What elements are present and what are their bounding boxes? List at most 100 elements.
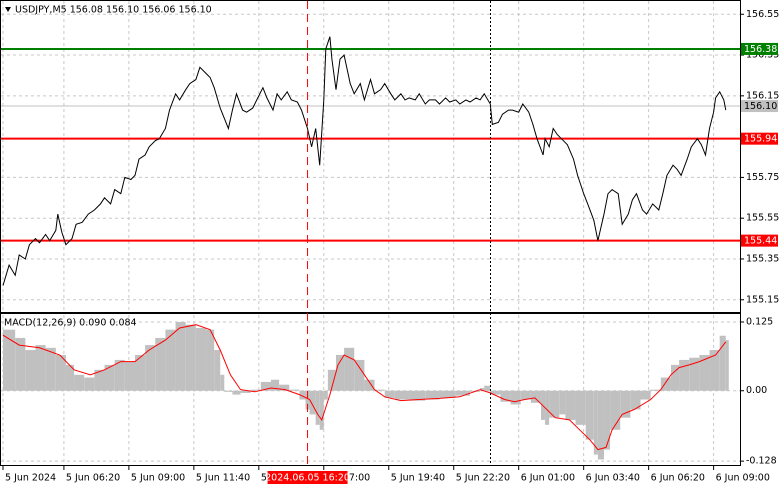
histogram-bar bbox=[299, 390, 306, 400]
histogram-bar bbox=[220, 374, 225, 391]
histogram-bar bbox=[597, 390, 604, 460]
histogram-bar bbox=[155, 337, 166, 391]
histogram-bar bbox=[484, 385, 491, 391]
y-tick-label: -0.128 bbox=[746, 456, 777, 467]
histogram-bar bbox=[640, 390, 651, 400]
histogram-bar bbox=[559, 390, 566, 415]
price-panel-frame bbox=[0, 0, 741, 313]
histogram-bar bbox=[84, 377, 95, 391]
level-label-box bbox=[741, 234, 778, 247]
histogram-bar bbox=[35, 345, 46, 391]
level-label-box bbox=[741, 42, 778, 55]
price-line bbox=[2, 36, 727, 286]
histogram-bar bbox=[593, 390, 598, 455]
histogram-bar bbox=[719, 335, 726, 391]
histogram-bar bbox=[124, 361, 135, 391]
level-label: 155.94 bbox=[744, 134, 777, 145]
indicator-title: MACD(12,26,9) 0.090 0.084 bbox=[4, 318, 137, 329]
histogram-bar bbox=[709, 350, 720, 391]
histogram-bar bbox=[670, 364, 680, 391]
x-tick-label: 6 Jun 01:00 bbox=[521, 473, 575, 484]
histogram-bar bbox=[206, 329, 215, 391]
histogram-bar bbox=[384, 390, 395, 398]
histogram-bar bbox=[309, 390, 316, 415]
cursor-label: 2024.06.05 16:20 bbox=[265, 473, 350, 484]
histogram-bar bbox=[104, 364, 115, 391]
y-tick-label: 0.00 bbox=[746, 385, 767, 396]
histogram-bar bbox=[114, 359, 125, 391]
histogram-bar bbox=[335, 354, 345, 391]
histogram-bar bbox=[289, 389, 300, 391]
histogram-bar bbox=[260, 381, 271, 391]
histogram-bar bbox=[500, 390, 511, 402]
histogram-bar bbox=[94, 369, 105, 391]
x-tick-label: 5 Jun 06:20 bbox=[66, 473, 120, 484]
histogram-bar bbox=[650, 389, 661, 391]
y-tick-label: 156.55 bbox=[746, 9, 779, 20]
histogram-bar bbox=[15, 337, 26, 391]
y-tick-label: 156.35 bbox=[746, 50, 779, 61]
histogram-bar bbox=[305, 390, 310, 410]
histogram-bar bbox=[65, 364, 75, 391]
histogram-bar bbox=[603, 390, 611, 450]
histogram-bar bbox=[224, 390, 233, 392]
x-tick-label: 6 Jun 06:20 bbox=[651, 473, 705, 484]
histogram-bar bbox=[530, 390, 542, 403]
histogram-bar bbox=[630, 390, 641, 410]
histogram-bar bbox=[679, 359, 690, 391]
histogram-bar bbox=[55, 354, 66, 391]
histogram-bar bbox=[689, 357, 700, 391]
histogram-bar bbox=[610, 390, 621, 430]
current-price-box bbox=[741, 100, 778, 113]
histogram-bar bbox=[354, 359, 365, 391]
histogram-bar bbox=[323, 390, 328, 400]
histogram-bar bbox=[585, 390, 594, 440]
histogram-bar bbox=[394, 390, 410, 400]
y-tick-label: 155.35 bbox=[746, 253, 779, 264]
y-tick-label: 0.125 bbox=[746, 316, 773, 327]
histogram-bar bbox=[364, 379, 375, 391]
x-tick-label: 6 Jun 09:00 bbox=[716, 473, 770, 484]
signal-line bbox=[2, 324, 727, 451]
histogram-bar bbox=[660, 377, 671, 391]
histogram-bar bbox=[175, 321, 186, 391]
chart-title: USDJPY,M5 156.08 156.10 156.06 156.10 bbox=[15, 5, 212, 16]
histogram-bar bbox=[455, 390, 470, 396]
histogram-bar bbox=[545, 390, 550, 425]
histogram-bar bbox=[145, 345, 156, 391]
level-label-box bbox=[741, 132, 778, 145]
y-tick-label: 155.15 bbox=[746, 294, 779, 305]
histogram-bar bbox=[165, 329, 176, 391]
histogram-bar bbox=[319, 390, 324, 430]
current-price-label: 156.10 bbox=[744, 101, 777, 112]
y-tick-label: 155.75 bbox=[746, 172, 779, 183]
histogram-bar bbox=[699, 354, 710, 391]
histogram-bar bbox=[271, 379, 280, 391]
cursor-label-box bbox=[267, 471, 348, 484]
histogram-bar bbox=[240, 390, 251, 393]
histogram-bar bbox=[327, 369, 336, 391]
x-tick-label: 5 Jun 09:00 bbox=[131, 473, 185, 484]
x-tick-label: 5 bbox=[261, 473, 267, 484]
histogram-bar bbox=[725, 340, 729, 391]
level-label: 156.38 bbox=[744, 44, 777, 55]
histogram-bar bbox=[185, 324, 196, 391]
histogram-bar bbox=[25, 350, 36, 391]
histogram-bar bbox=[374, 389, 385, 391]
histogram-bar bbox=[490, 390, 501, 395]
histogram-bar bbox=[344, 347, 355, 391]
histogram-bar bbox=[409, 390, 426, 401]
histogram-bar bbox=[134, 354, 146, 391]
histogram-bar bbox=[549, 390, 560, 418]
x-tick-label: 17:00 bbox=[343, 473, 370, 484]
x-tick-label: 5 Jun 2024 bbox=[5, 473, 56, 484]
x-tick-label: 5 Jun 22:20 bbox=[456, 473, 510, 484]
macd-panel-frame bbox=[0, 313, 741, 466]
histogram-bar bbox=[565, 390, 576, 420]
histogram-bar bbox=[480, 387, 485, 391]
histogram-bar bbox=[575, 390, 586, 425]
histogram-bar bbox=[279, 384, 290, 391]
histogram-bar bbox=[520, 390, 531, 400]
menu-triangle bbox=[5, 7, 11, 12]
